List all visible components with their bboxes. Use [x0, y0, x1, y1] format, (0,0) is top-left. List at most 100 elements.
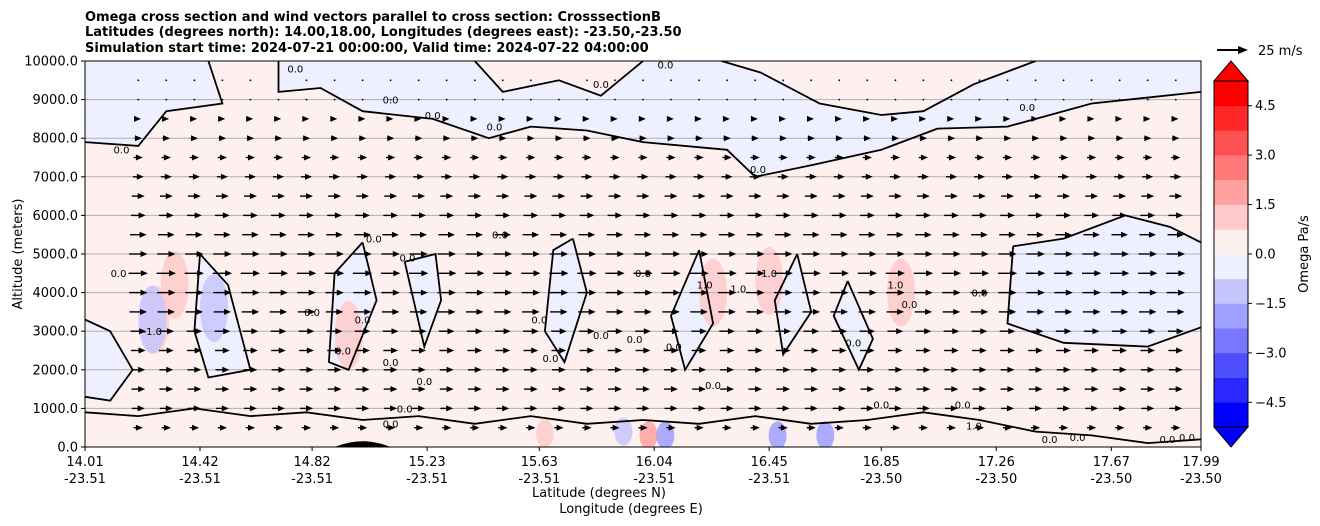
wind-vector: [830, 308, 848, 315]
wind-vector-head: [278, 347, 286, 354]
wind-vector: [521, 251, 540, 257]
wind-vector-head: [448, 308, 456, 315]
wind-vector-head: [867, 366, 875, 373]
omega-patches: [138, 247, 915, 447]
wind-vector-head: [555, 135, 563, 142]
wind-vector-head: [1007, 347, 1015, 354]
wind-vector-head: [587, 212, 595, 219]
wind-vector-head: [950, 405, 958, 412]
wind-vector-head: [193, 405, 201, 412]
wind-vector-head: [390, 405, 398, 412]
wind-vector: [442, 154, 452, 161]
wind-vector: [328, 193, 341, 200]
wind-vector-head: [418, 193, 426, 200]
wind-vector: [774, 251, 793, 257]
wind-vector-head: [278, 386, 286, 393]
wind-vector-head: [921, 173, 929, 180]
wind-vector: [130, 212, 146, 219]
wind-vector-head: [392, 308, 400, 315]
wind-vector: [1115, 424, 1125, 431]
wind-vector: [189, 424, 199, 431]
wind-vector-head: [1007, 386, 1015, 393]
wind-vector-head: [1147, 386, 1155, 393]
wind-vector: [330, 135, 339, 142]
wind-vector-head: [645, 289, 653, 296]
wind-vector: [131, 386, 146, 393]
wind-vector: [942, 308, 961, 315]
wind-vector: [305, 79, 308, 82]
wind-vector: [1140, 212, 1156, 219]
wind-vector: [325, 308, 344, 315]
wind-vector: [698, 79, 700, 82]
wind-vector: [1062, 98, 1065, 101]
wind-vector-head: [1065, 289, 1073, 296]
wind-vector: [1030, 173, 1042, 180]
wind-vector-head: [247, 135, 255, 142]
wind-vector: [941, 270, 962, 277]
wind-vector-head: [330, 115, 338, 122]
wind-vector-head: [249, 405, 257, 412]
wind-vector: [382, 328, 399, 335]
wind-vector: [944, 386, 959, 393]
wind-vector-head: [505, 251, 512, 257]
wind-vector: [1027, 231, 1044, 238]
wind-vector-head: [727, 366, 734, 373]
wind-vector-head: [222, 347, 230, 354]
wind-vector: [608, 405, 622, 412]
wind-vector-head: [701, 289, 709, 296]
contour-label: 0.0: [845, 339, 861, 350]
wind-vector-head: [530, 386, 538, 393]
wind-vector: [133, 424, 143, 431]
wind-vector: [860, 366, 875, 373]
wind-vector: [726, 79, 728, 82]
wind-vector: [1029, 405, 1042, 412]
wind-vector-head: [696, 154, 704, 161]
wind-vector-head: [419, 328, 427, 335]
wind-vector: [861, 173, 873, 180]
wind-vector-head: [1119, 386, 1127, 393]
contour-label: 0.0: [383, 96, 399, 107]
wind-vector-head: [279, 231, 287, 238]
wind-vector: [1115, 115, 1123, 122]
wind-vector-head: [1008, 328, 1016, 335]
wind-vector-head: [194, 366, 202, 373]
wind-vector-head: [951, 212, 959, 219]
y-tick-label: 7000.0: [33, 170, 79, 185]
wind-vector: [249, 98, 252, 101]
wind-vector-head: [336, 289, 344, 296]
wind-vector-head: [614, 386, 622, 393]
wind-vector-head: [668, 154, 676, 161]
wind-vector-head: [699, 347, 707, 354]
wind-vector: [915, 231, 932, 238]
zero-contour: [670, 249, 715, 373]
contour-label: 0.0: [531, 316, 547, 327]
wind-vector: [807, 115, 814, 122]
wind-vector-head: [976, 135, 984, 142]
wind-vector: [471, 135, 479, 142]
x-tick-label-lat: 14.82: [293, 455, 330, 470]
wind-vector: [298, 328, 315, 335]
wind-vector-head: [1036, 231, 1044, 238]
wind-vector-head: [642, 193, 650, 200]
wind-vector-head: [640, 154, 648, 161]
wind-vector-head: [442, 115, 450, 122]
x-tick-label-lat: 16.45: [751, 455, 788, 470]
wind-vector-head: [811, 366, 819, 373]
wind-vector: [555, 135, 563, 142]
wind-vector: [586, 98, 588, 101]
wind-vector-head: [1091, 366, 1099, 373]
wind-vector: [381, 308, 400, 315]
wind-vector: [944, 366, 959, 373]
wind-vector-head: [922, 405, 930, 412]
wind-vector: [439, 347, 455, 354]
wind-vector: [947, 135, 956, 142]
wind-vector-head: [783, 386, 791, 393]
wind-vector-head: [979, 366, 987, 373]
wind-vector: [129, 251, 148, 257]
wind-vector: [635, 212, 651, 219]
wind-vector-head: [1149, 289, 1157, 296]
wind-vector: [466, 328, 483, 335]
wind-vector-head: [135, 154, 143, 161]
wind-vector: [221, 79, 224, 82]
wind-vector: [215, 212, 230, 219]
